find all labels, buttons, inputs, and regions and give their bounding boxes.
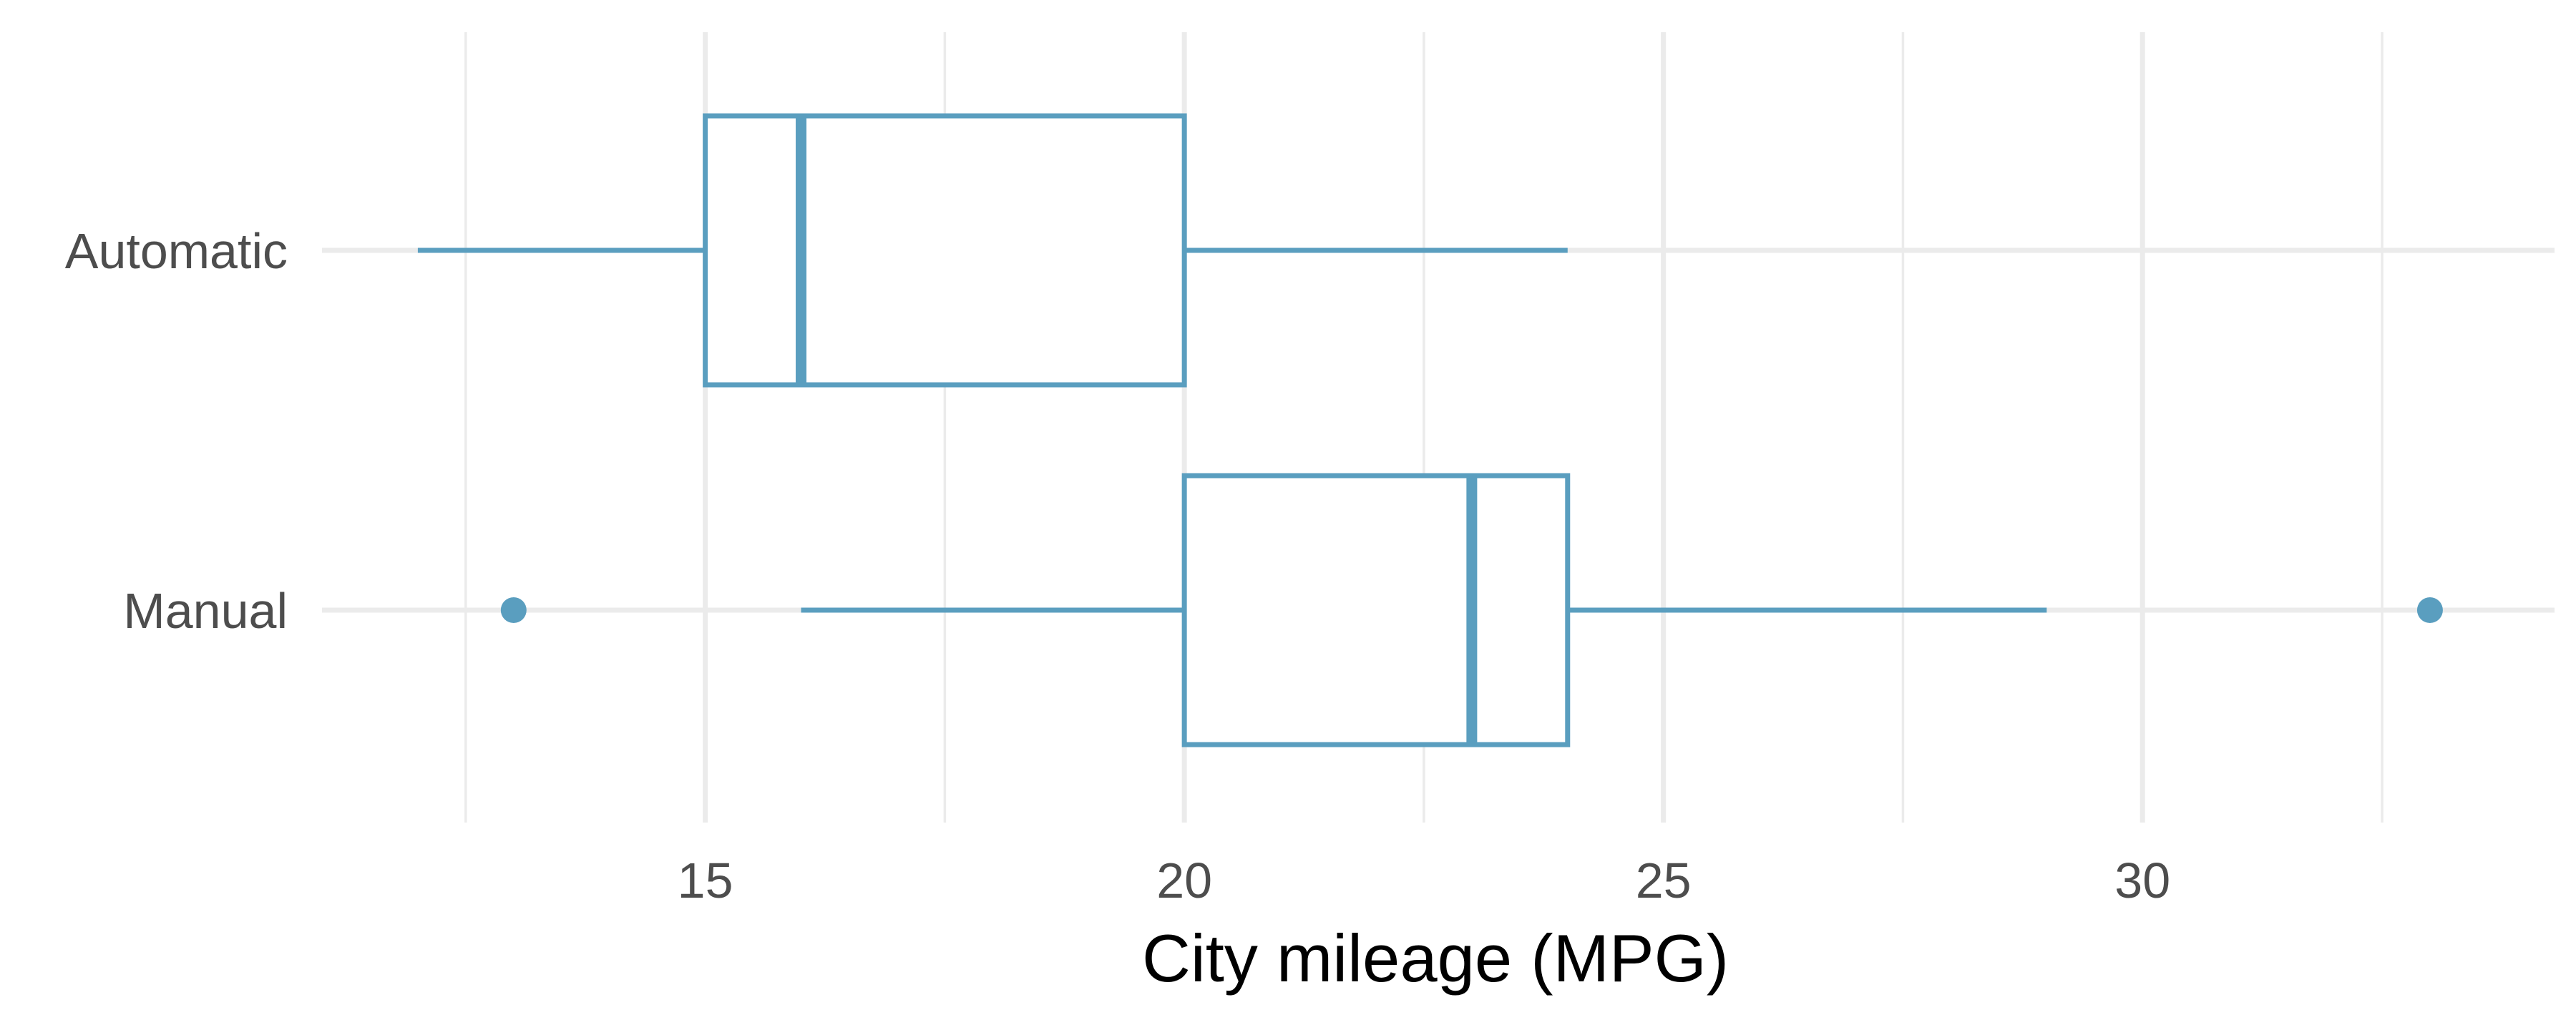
x-axis-title: City mileage (MPG) bbox=[1142, 921, 1729, 996]
box-manual bbox=[500, 473, 2443, 747]
axis-labels: 15 20 25 30 Automatic Manual bbox=[65, 223, 2170, 908]
outlier-point bbox=[500, 597, 527, 623]
x-tick-label: 25 bbox=[1636, 853, 1692, 908]
box-automatic bbox=[417, 113, 1568, 388]
x-tick-label: 20 bbox=[1156, 853, 1212, 908]
y-category-label: Automatic bbox=[65, 223, 288, 279]
box-layer bbox=[417, 113, 2443, 747]
x-tick-label: 15 bbox=[678, 853, 733, 908]
y-category-label: Manual bbox=[123, 583, 288, 639]
iqr-box bbox=[1181, 473, 1571, 747]
iqr-box bbox=[703, 113, 1187, 388]
x-tick-label: 30 bbox=[2114, 853, 2170, 908]
outlier-point bbox=[2416, 597, 2443, 623]
